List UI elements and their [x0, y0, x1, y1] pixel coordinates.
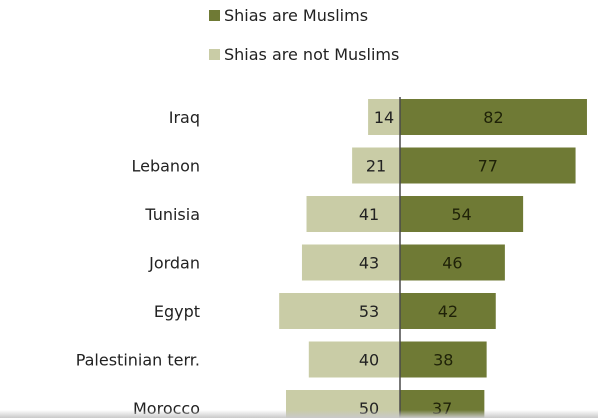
bar-muslims-jordan — [400, 244, 505, 281]
legend-label-muslims: Shias are Muslims — [224, 6, 369, 25]
data-label-not-muslims-tunisia: 41 — [359, 205, 379, 224]
legend-swatch-muslims — [209, 10, 220, 21]
category-label-jordan: Jordan — [148, 254, 200, 273]
data-label-muslims-tunisia: 54 — [451, 205, 471, 224]
data-label-muslims-egypt: 42 — [438, 302, 458, 321]
category-label-egypt: Egypt — [154, 302, 200, 321]
data-label-not-muslims-palestinian-terr: 40 — [359, 351, 379, 370]
bar-not-muslims-jordan — [301, 244, 400, 281]
bar-not-muslims-egypt — [279, 293, 400, 329]
category-label-lebanon: Lebanon — [131, 157, 200, 176]
category-label-iraq: Iraq — [169, 108, 200, 127]
data-label-muslims-lebanon: 77 — [478, 157, 498, 176]
data-label-not-muslims-lebanon: 21 — [366, 157, 386, 176]
data-label-muslims-palestinian-terr: 38 — [433, 351, 453, 370]
legend-item-shias-are-muslims: Shias are Muslims — [209, 6, 368, 25]
legend-item-shias-are-not-muslims: Shias are not Muslims — [209, 45, 399, 64]
bar-muslims-tunisia — [400, 196, 524, 232]
category-label-tunisia: Tunisia — [144, 205, 200, 224]
bar-muslims-iraq — [400, 99, 587, 135]
legend-label-not-muslims: Shias are not Muslims — [224, 45, 400, 64]
data-label-muslims-iraq: 82 — [483, 108, 503, 127]
category-label-palestinian-terr: Palestinian terr. — [76, 351, 200, 370]
bar-muslims-palestinian-terr — [400, 341, 487, 378]
data-label-not-muslims-egypt: 53 — [359, 302, 379, 321]
legend-swatch-not-muslims — [209, 49, 220, 60]
data-label-muslims-jordan: 46 — [442, 254, 462, 273]
bar-not-muslims-palestinian-terr — [308, 341, 400, 378]
data-label-not-muslims-jordan: 43 — [359, 254, 379, 273]
bar-muslims-egypt — [400, 293, 496, 329]
bar-muslims-lebanon — [400, 147, 576, 184]
bar-not-muslims-iraq — [368, 99, 400, 135]
data-label-not-muslims-iraq: 14 — [374, 108, 394, 127]
bottom-edge-fade — [0, 410, 598, 418]
bar-not-muslims-lebanon — [352, 147, 400, 184]
bar-not-muslims-tunisia — [306, 196, 400, 232]
